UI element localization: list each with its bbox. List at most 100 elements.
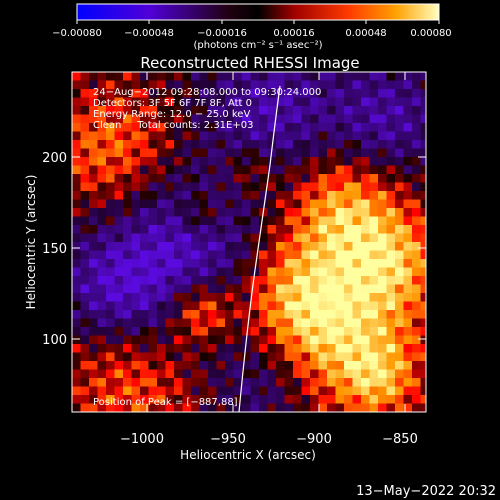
- image-pixel: [216, 191, 226, 201]
- image-pixel: [174, 123, 184, 133]
- image-pixel: [242, 301, 252, 311]
- image-pixel: [276, 327, 286, 337]
- image-pixel: [361, 276, 371, 286]
- image-pixel: [182, 174, 192, 184]
- image-pixel: [250, 352, 260, 362]
- image-pixel: [208, 284, 218, 294]
- image-pixel: [191, 89, 201, 99]
- image-pixel: [293, 284, 303, 294]
- image-pixel: [412, 378, 422, 388]
- image-pixel: [395, 114, 405, 124]
- image-pixel: [352, 250, 362, 260]
- image-pixel: [208, 157, 218, 167]
- image-pixel: [369, 191, 379, 201]
- image-pixel: [199, 174, 209, 184]
- image-pixel: [72, 131, 82, 141]
- image-pixel: [403, 344, 413, 354]
- image-pixel: [157, 335, 167, 345]
- image-pixel: [191, 182, 201, 192]
- image-pixel: [284, 148, 294, 158]
- image-pixel: [352, 276, 362, 286]
- image-pixel: [293, 301, 303, 311]
- image-pixel: [318, 276, 328, 286]
- image-pixel: [157, 72, 167, 82]
- image-pixel: [301, 140, 311, 150]
- image-pixel: [242, 361, 252, 371]
- image-pixel: [276, 284, 286, 294]
- image-pixel: [310, 369, 320, 379]
- image-pixel: [140, 225, 150, 235]
- image-pixel: [344, 310, 354, 320]
- image-pixel: [310, 403, 320, 412]
- image-pixel: [89, 369, 99, 379]
- image-pixel: [386, 327, 396, 337]
- image-pixel: [131, 89, 141, 99]
- image-pixel: [225, 310, 235, 320]
- image-pixel: [97, 276, 107, 286]
- image-pixel: [327, 72, 337, 82]
- image-pixel: [276, 123, 286, 133]
- image-pixel: [182, 225, 192, 235]
- image-pixel: [225, 216, 235, 226]
- image-pixel: [310, 310, 320, 320]
- image-pixel: [386, 276, 396, 286]
- image-pixel: [140, 131, 150, 141]
- image-pixel: [72, 123, 82, 133]
- image-pixel: [284, 403, 294, 412]
- image-pixel: [157, 182, 167, 192]
- image-pixel: [97, 378, 107, 388]
- image-pixel: [191, 335, 201, 345]
- image-pixel: [225, 157, 235, 167]
- image-pixel: [191, 284, 201, 294]
- image-pixel: [216, 80, 226, 90]
- image-pixel: [327, 318, 337, 328]
- image-pixel: [114, 208, 124, 218]
- image-pixel: [403, 284, 413, 294]
- image-pixel: [199, 259, 209, 269]
- image-pixel: [301, 191, 311, 201]
- image-pixel: [284, 208, 294, 218]
- image-pixel: [259, 140, 269, 150]
- image-pixel: [344, 250, 354, 260]
- image-pixel: [361, 106, 371, 116]
- image-pixel: [284, 344, 294, 354]
- image-pixel: [276, 216, 286, 226]
- image-pixel: [318, 318, 328, 328]
- image-pixel: [378, 80, 388, 90]
- image-pixel: [412, 80, 422, 90]
- image-pixel: [301, 267, 311, 277]
- image-pixel: [327, 293, 337, 303]
- image-pixel: [191, 352, 201, 362]
- image-pixel: [293, 293, 303, 303]
- image-pixel: [157, 395, 167, 405]
- image-pixel: [131, 106, 141, 116]
- image-pixel: [335, 293, 345, 303]
- image-pixel: [165, 191, 175, 201]
- image-pixel: [259, 310, 269, 320]
- image-pixel: [276, 310, 286, 320]
- image-pixel: [284, 369, 294, 379]
- image-pixel: [123, 131, 133, 141]
- image-pixel: [72, 216, 82, 226]
- image-pixel: [191, 301, 201, 311]
- image-pixel: [395, 157, 405, 167]
- image-pixel: [327, 191, 337, 201]
- image-pixel: [148, 378, 158, 388]
- image-pixel: [89, 259, 99, 269]
- image-pixel: [106, 131, 116, 141]
- image-pixel: [199, 114, 209, 124]
- image-pixel: [318, 327, 328, 337]
- image-pixel: [420, 276, 426, 286]
- image-pixel: [216, 403, 226, 412]
- image-pixel: [420, 191, 426, 201]
- image-pixel: [361, 310, 371, 320]
- image-pixel: [361, 284, 371, 294]
- image-pixel: [318, 293, 328, 303]
- image-pixel: [157, 327, 167, 337]
- image-pixel: [225, 250, 235, 260]
- image-pixel: [174, 140, 184, 150]
- image-pixel: [140, 72, 150, 82]
- image-pixel: [344, 225, 354, 235]
- image-pixel: [352, 208, 362, 218]
